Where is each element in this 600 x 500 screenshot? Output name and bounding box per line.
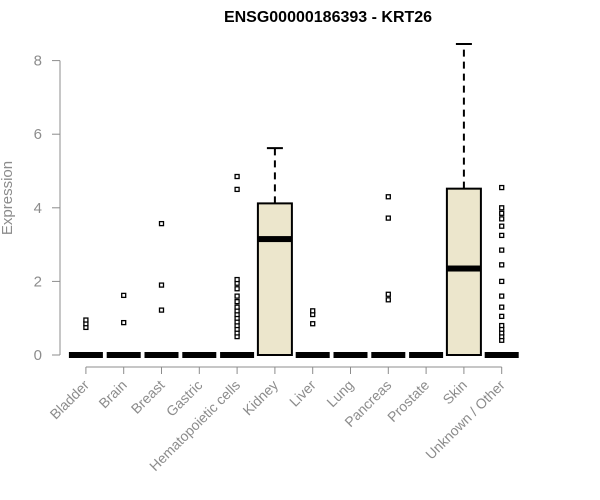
box-skin bbox=[445, 43, 482, 356]
outlier-point bbox=[499, 210, 505, 216]
outlier-point bbox=[499, 216, 505, 222]
x-tick-label: Lung bbox=[323, 377, 356, 410]
box-pancreas bbox=[371, 194, 406, 358]
outlier-point bbox=[310, 308, 316, 314]
outlier-point bbox=[499, 313, 505, 320]
outlier-point bbox=[158, 220, 165, 227]
outlier-point bbox=[385, 194, 391, 200]
x-tick-label: Skin bbox=[439, 377, 470, 408]
box-brain bbox=[106, 292, 141, 358]
plot-area bbox=[68, 43, 519, 358]
outlier-point bbox=[499, 304, 505, 310]
median-line bbox=[68, 352, 103, 358]
outlier-point bbox=[499, 262, 505, 268]
outlier-point bbox=[499, 278, 505, 285]
box-bladder bbox=[68, 317, 103, 358]
box-breast bbox=[144, 220, 179, 358]
median-line bbox=[106, 352, 141, 358]
median-line bbox=[446, 265, 481, 272]
x-tick-label: Kidney bbox=[239, 377, 281, 419]
median-line bbox=[182, 352, 217, 358]
outlier-point bbox=[234, 298, 240, 305]
median-line bbox=[333, 352, 368, 358]
median-line bbox=[257, 236, 292, 243]
outlier-point bbox=[499, 322, 505, 329]
y-tick-label: 0 bbox=[34, 347, 42, 364]
y-tick-label: 4 bbox=[34, 200, 42, 217]
outlier-point bbox=[234, 304, 240, 310]
box-unknown-other bbox=[484, 184, 519, 358]
outlier-point bbox=[385, 297, 391, 303]
chart-title: ENSG00000186393 - KRT26 bbox=[224, 9, 432, 26]
median-line bbox=[409, 352, 444, 358]
outlier-point bbox=[234, 173, 240, 180]
outlier-point bbox=[158, 307, 165, 313]
median-line bbox=[295, 352, 330, 358]
box-hematopoietic-cells bbox=[220, 173, 255, 358]
outlier-point bbox=[234, 286, 240, 292]
box-body bbox=[256, 202, 293, 356]
outlier-point bbox=[499, 232, 505, 239]
y-tick-label: 6 bbox=[34, 126, 42, 143]
outlier-point bbox=[83, 317, 89, 323]
x-tick-label: Brain bbox=[95, 377, 129, 411]
median-line bbox=[220, 352, 255, 358]
outlier-point bbox=[385, 291, 391, 297]
x-tick-label: Breast bbox=[128, 377, 168, 417]
outlier-point bbox=[499, 205, 505, 211]
box-gastric bbox=[182, 352, 217, 358]
outlier-point bbox=[234, 186, 240, 193]
outlier-point bbox=[121, 292, 127, 299]
outlier-point bbox=[234, 293, 240, 299]
y-tick-label: 2 bbox=[34, 273, 42, 290]
outlier-point bbox=[158, 282, 165, 288]
median-line bbox=[144, 352, 179, 358]
x-tick-label: Bladder bbox=[47, 377, 93, 423]
median-line bbox=[484, 352, 519, 358]
y-tick-label: 8 bbox=[34, 53, 42, 70]
box-liver bbox=[295, 308, 330, 358]
box-body bbox=[445, 187, 482, 356]
outlier-point bbox=[499, 293, 505, 299]
x-tick-label: Liver bbox=[286, 377, 319, 410]
outlier-point bbox=[121, 319, 127, 326]
outlier-point bbox=[234, 276, 240, 283]
median-line bbox=[371, 352, 406, 358]
outlier-point bbox=[499, 247, 505, 253]
outlier-point bbox=[499, 223, 505, 229]
y-axis: 0 2 4 6 8 bbox=[34, 53, 61, 364]
y-axis-label: Expression bbox=[0, 161, 16, 235]
x-tick-label: Prostate bbox=[384, 377, 432, 425]
outlier-point bbox=[310, 321, 316, 327]
box-kidney bbox=[256, 147, 293, 356]
outlier-point bbox=[385, 215, 391, 221]
box-prostate bbox=[409, 352, 444, 358]
box-lung bbox=[333, 352, 368, 358]
outlier-point bbox=[499, 184, 505, 191]
